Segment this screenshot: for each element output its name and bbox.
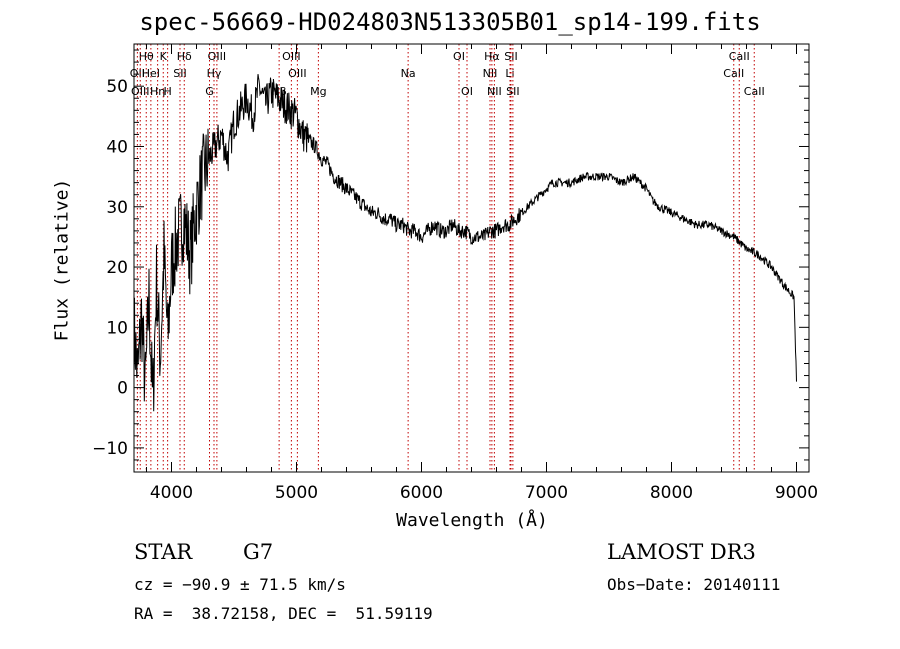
line-marker-label: NII [483, 67, 498, 80]
line-marker-label: OIII [288, 67, 306, 80]
line-marker-label: CaII [723, 67, 744, 80]
line-marker-label: Na [401, 67, 416, 80]
line-marker-label: G [205, 85, 214, 98]
line-marker-label: Mg [310, 85, 326, 98]
y-tick-label: 40 [106, 137, 128, 157]
y-tick-label: 10 [106, 318, 128, 338]
line-marker-label: Hγ [207, 67, 222, 80]
line-marker-label: OI [453, 50, 465, 63]
plot-frame [133, 43, 810, 473]
line-marker-label: NII [487, 85, 502, 98]
line-marker-label: OIII [208, 50, 226, 63]
object-subclass: G7 [243, 540, 274, 564]
y-tick-label: 0 [117, 379, 128, 399]
y-tick-label: 50 [106, 77, 128, 97]
line-marker-label: OIII [282, 50, 300, 63]
line-marker-label: HeI [142, 67, 160, 80]
y-tick-label: 30 [106, 198, 128, 218]
line-marker-label: Hδ [177, 50, 192, 63]
line-marker-label: Hα [484, 50, 500, 63]
line-marker-label: SII [506, 85, 519, 98]
object-class: STAR [134, 540, 193, 564]
line-marker-label: H [163, 85, 171, 98]
x-tick-label: 6000 [400, 483, 443, 503]
y-tick-label: 20 [106, 258, 128, 278]
ra-dec: RA = 38.72158, DEC = 51.59119 [134, 604, 433, 623]
x-tick-label: 4000 [150, 483, 193, 503]
obs-date: Obs−Date: 20140111 [607, 575, 781, 594]
line-marker-label: CaII [744, 85, 765, 98]
line-marker-label: Hθ [139, 50, 154, 63]
line-marker-label: SII [173, 67, 186, 80]
line-marker-label: OIII [131, 85, 149, 98]
line-marker-label: OI [461, 85, 473, 98]
y-axis-label: Flux (relative) [51, 178, 73, 342]
line-marker-label: SII [504, 50, 517, 63]
survey-name: LAMOST DR3 [607, 540, 756, 564]
x-tick-label: 8000 [650, 483, 693, 503]
spectrum-line [133, 74, 797, 412]
x-tick-label: 5000 [275, 483, 318, 503]
line-marker-label: Li [505, 67, 514, 80]
y-tick-label: −10 [92, 439, 128, 459]
line-marker-label: Hη [150, 85, 165, 98]
x-axis-label: Wavelength (Å) [396, 510, 548, 531]
x-tick-label: 9000 [775, 483, 818, 503]
x-tick-label: 7000 [525, 483, 568, 503]
redshift-cz: cz = −90.9 ± 71.5 km/s [134, 575, 346, 594]
line-marker-label: K [160, 50, 168, 63]
line-marker-label: CaII [729, 50, 750, 63]
chart-title: spec-56669-HD024803N513305B01_sp14-199.f… [139, 8, 761, 36]
